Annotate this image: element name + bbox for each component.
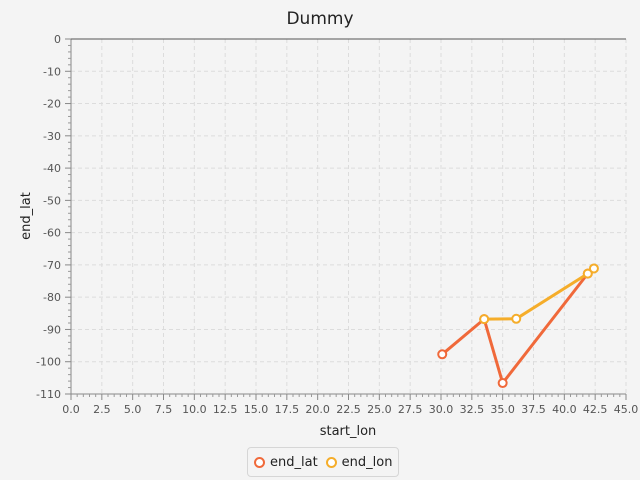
y-axis-label: end_lat [19, 192, 34, 240]
x-tick-label: 5.0 [124, 403, 142, 416]
legend-item-end_lat: end_lat [254, 455, 318, 470]
x-tick-label: 25.0 [367, 403, 392, 416]
x-tick-label: 2.5 [93, 403, 111, 416]
y-tick-label: -60 [43, 227, 61, 240]
data-point [582, 268, 593, 279]
x-tick-label: 37.5 [521, 403, 546, 416]
x-tick-label: 35.0 [490, 403, 515, 416]
series-layer [437, 263, 599, 389]
grid-lines [71, 39, 627, 394]
x-tick-label: 20.0 [305, 403, 330, 416]
y-tick-label: -10 [43, 65, 61, 78]
y-tick-label: 0 [54, 33, 61, 46]
y-tick-label: -50 [43, 194, 61, 207]
x-tick-label: 7.5 [155, 403, 173, 416]
data-point [479, 314, 490, 325]
x-tick-label: 32.5 [460, 403, 485, 416]
x-tick-label: 45.0 [614, 403, 639, 416]
legend-marker-icon [254, 456, 265, 468]
legend: end_lat end_lon [247, 447, 400, 477]
y-tick-label: -30 [43, 130, 61, 143]
y-tick-label: -90 [43, 323, 61, 336]
series-line [440, 272, 590, 385]
x-tick-label: 10.0 [182, 403, 207, 416]
y-tick-label: -110 [36, 388, 61, 401]
x-axis-ticks: 0.0 2.5 5.0 7.5 10.0 12.5 15.0 17.5 20.0 22.5 25.0… [62, 394, 638, 416]
data-point [437, 349, 448, 360]
data-point [588, 263, 599, 274]
x-tick-label: 12.5 [213, 403, 238, 416]
x-tick-label: 15.0 [244, 403, 269, 416]
x-tick-label: 30.0 [429, 403, 454, 416]
y-tick-label: -40 [43, 162, 61, 175]
x-tick-label: 22.5 [336, 403, 361, 416]
x-tick-label: 17.5 [275, 403, 300, 416]
legend-marker-icon [325, 456, 337, 468]
y-axis-ticks: 0 -10 -20 -30 -40 -50 -60 -70 -80 -90 -100 -110 [36, 33, 71, 401]
x-tick-label: 27.5 [398, 403, 423, 416]
legend-label: end_lon [341, 454, 393, 470]
y-tick-label: -70 [43, 259, 61, 272]
legend-item-end_lon: end_lon [325, 454, 393, 470]
data-point [497, 378, 508, 389]
x-axis-label: start_lon [320, 424, 377, 439]
y-tick-label: -100 [36, 356, 61, 369]
y-tick-label: -20 [43, 98, 61, 111]
x-tick-label: 42.5 [583, 403, 608, 416]
series-end_lon [479, 263, 599, 325]
x-tick-label: 40.0 [552, 403, 577, 416]
data-point [511, 313, 522, 324]
legend-label: end_lat [270, 454, 318, 470]
x-tick-label: 0.0 [62, 403, 80, 416]
y-tick-label: -80 [43, 291, 61, 304]
chart-title: Dummy [286, 9, 353, 29]
